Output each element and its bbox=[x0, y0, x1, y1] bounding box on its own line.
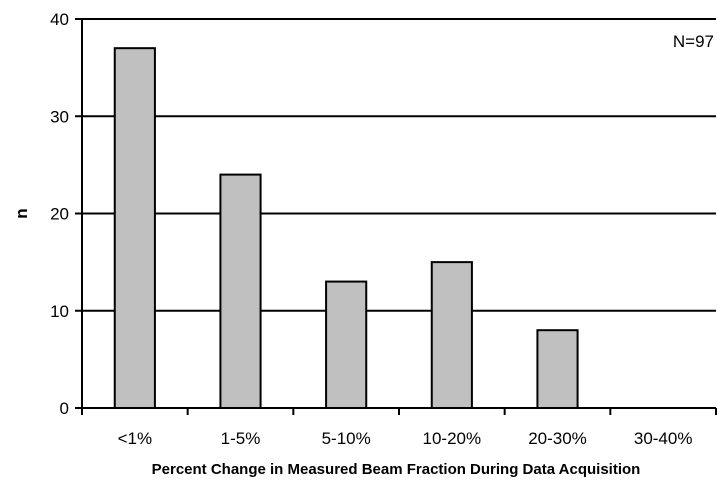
x-tick-labels: <1% 1-5% 5-10% 10-20% 20-30% 30-40% bbox=[118, 429, 693, 448]
bar bbox=[536, 329, 579, 410]
y-axis-label: n bbox=[12, 208, 31, 218]
y-tick-label: 0 bbox=[60, 399, 69, 418]
y-tick-label: 30 bbox=[50, 107, 69, 126]
bar bbox=[113, 47, 156, 410]
bar bbox=[430, 261, 473, 409]
x-tick-label: 10-20% bbox=[423, 429, 482, 448]
bars bbox=[113, 47, 579, 410]
x-axis-label: Percent Change in Measured Beam Fraction… bbox=[152, 461, 641, 478]
y-tick-label: 10 bbox=[50, 302, 69, 321]
y-tick-label: 40 bbox=[50, 10, 69, 29]
x-tick-label: 20-30% bbox=[528, 429, 587, 448]
axes bbox=[75, 18, 717, 415]
gridlines bbox=[82, 18, 716, 312]
y-tick-label: 20 bbox=[50, 205, 69, 224]
x-tick-label: 30-40% bbox=[634, 429, 693, 448]
x-tick-label: 1-5% bbox=[221, 429, 261, 448]
bar bbox=[219, 173, 262, 409]
y-tick-labels: 0 10 20 30 40 bbox=[50, 10, 69, 418]
sample-size-annotation: N=97 bbox=[673, 32, 714, 51]
bar bbox=[325, 280, 368, 410]
x-tick-label: 5-10% bbox=[322, 429, 371, 448]
x-tick-label: <1% bbox=[118, 429, 153, 448]
